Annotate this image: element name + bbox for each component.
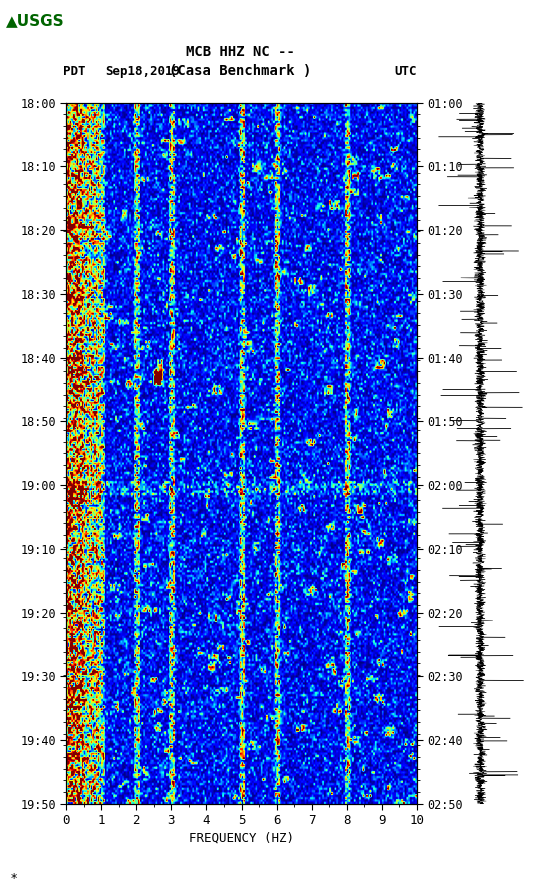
- Text: *: *: [11, 872, 17, 885]
- Text: ▲USGS: ▲USGS: [7, 13, 65, 28]
- Text: MCB HHZ NC --: MCB HHZ NC --: [185, 46, 295, 59]
- Text: PDT: PDT: [63, 65, 86, 78]
- Text: (Casa Benchmark ): (Casa Benchmark ): [169, 64, 311, 78]
- Text: UTC: UTC: [394, 65, 417, 78]
- X-axis label: FREQUENCY (HZ): FREQUENCY (HZ): [189, 831, 294, 844]
- Text: Sep18,2019: Sep18,2019: [105, 65, 180, 78]
